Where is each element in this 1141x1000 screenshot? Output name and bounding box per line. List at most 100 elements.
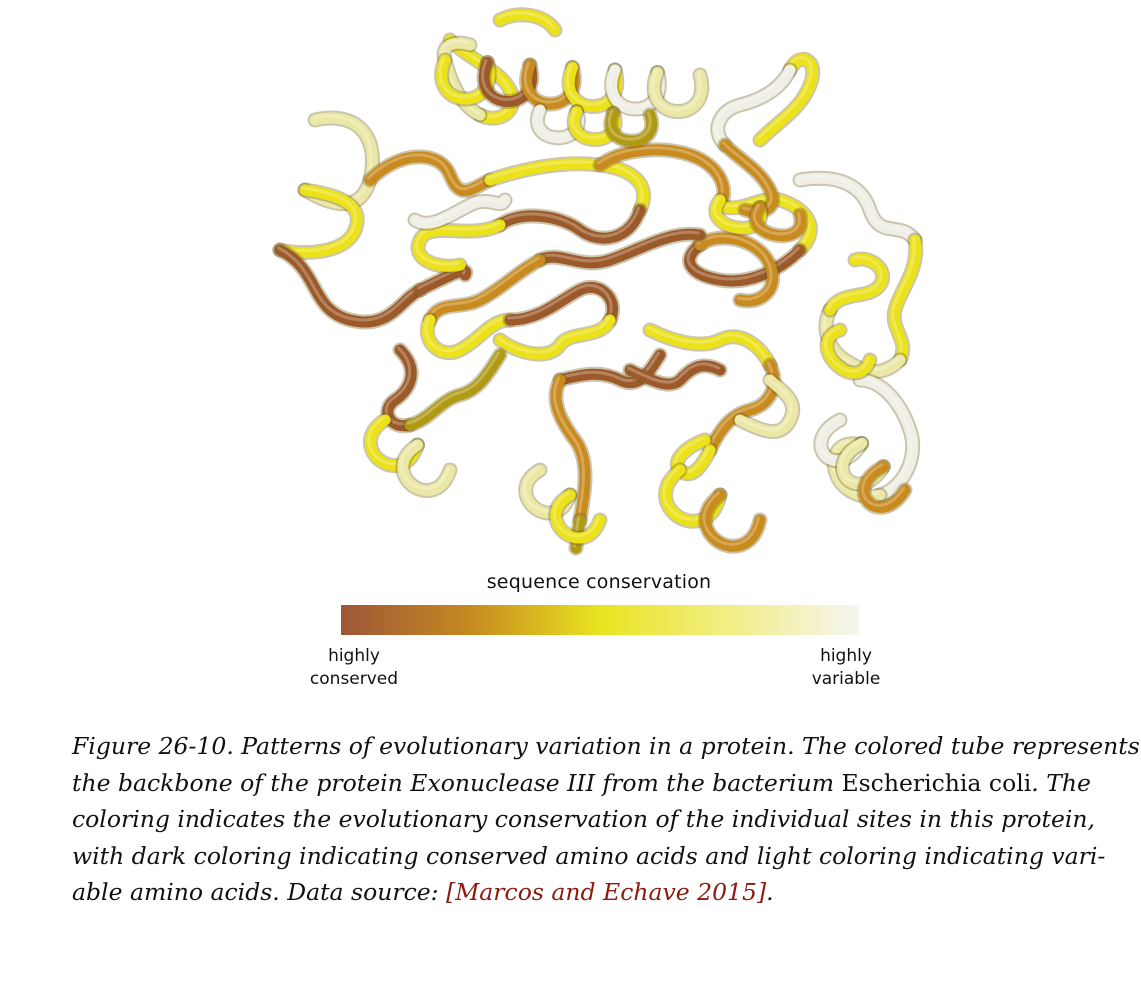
legend-label-conserved-line1: highly: [328, 646, 380, 666]
backbone-tube-segment: [694, 232, 779, 307]
caption-line: able amino acids. Data source: [Marcos a…: [72, 874, 1132, 911]
caption-line: coloring indicates the evolutionary cons…: [72, 801, 1132, 838]
backbone-tube-segment: [550, 374, 591, 526]
backbone-tube-highlight: [367, 153, 490, 191]
caption-text: Escherichia coli: [841, 768, 1032, 797]
backbone-tube-highlight: [757, 55, 813, 140]
backbone-tube-segment: [550, 489, 606, 544]
backbone-tube-highlight: [857, 376, 913, 495]
protein-tube-figure: [272, 7, 924, 556]
caption-line: Figure 26-10. Patterns of evolutionary v…: [72, 728, 1140, 765]
backbone-tube-highlight: [797, 174, 915, 240]
backbone-tube-segment: [382, 344, 417, 432]
backbone-tube-segment: [794, 172, 921, 246]
backbone-tube-segment: [714, 193, 816, 256]
backbone-tube-highlight: [407, 351, 500, 425]
legend-label-conserved: highly conserved: [296, 645, 412, 691]
backbone-tube-highlight: [412, 196, 505, 223]
backbone-tube-segment: [421, 314, 516, 359]
caption-text: able amino acids. Data source:: [72, 878, 447, 906]
backbone-tube-highlight: [552, 491, 600, 538]
backbone-tube-segment: [409, 194, 511, 229]
legend-label-variable-line1: highly: [820, 646, 872, 666]
backbone-tube-highlight: [651, 69, 702, 111]
backbone-tube-highlight: [384, 346, 412, 426]
backbone-tube-segment: [624, 360, 726, 390]
backbone-tube-segment: [444, 34, 519, 124]
caption-text: Figure 26-10. Patterns of evolutionary v…: [72, 732, 1140, 760]
backbone-tube-highlight: [714, 66, 790, 145]
caption-text: . The: [1031, 768, 1091, 797]
backbone-tube-highlight: [647, 326, 770, 365]
backbone-tube-segment: [712, 64, 796, 151]
backbone-tube-highlight: [553, 376, 585, 520]
backbone-tube-segment: [824, 253, 888, 316]
backbone-tube-highlight: [607, 109, 652, 141]
backbone-tube-segment: [854, 374, 919, 501]
backbone-tube-segment: [364, 151, 496, 197]
caption-text: the backbone of the protein Exonuclease …: [72, 768, 842, 797]
backbone-tube-highlight: [497, 206, 640, 238]
backbone-tube-segment: [494, 314, 616, 360]
caption-text: .: [766, 878, 774, 906]
backbone-tube-highlight: [686, 241, 800, 281]
backbone-tube-segment: [648, 67, 708, 117]
backbone-tube-highlight: [497, 11, 555, 30]
backbone-tube-highlight: [827, 255, 883, 310]
backbone-tube-segment: [734, 374, 798, 438]
backbone-tube-highlight: [597, 146, 724, 205]
backbone-tube-segment: [504, 281, 619, 326]
backbone-tube-highlight: [447, 36, 513, 118]
backbone-tube-segment: [534, 228, 706, 269]
caption-text: coloring indicates the evolutionary cons…: [72, 805, 1095, 833]
backbone-tube-segment: [684, 239, 806, 287]
backbone-tube-highlight: [697, 234, 773, 301]
backbone-tube-segment: [605, 107, 658, 147]
backbone-tube-segment: [274, 184, 363, 259]
caption-line: with dark coloring indicating conserved …: [72, 838, 1132, 875]
backbone-tube-highlight: [823, 306, 900, 372]
backbone-tube-segment: [754, 53, 819, 146]
backbone-tube-highlight: [861, 463, 905, 507]
backbone-tube-highlight: [537, 230, 700, 263]
figure-caption: Figure 26-10. Patterns of evolutionary v…: [72, 728, 1140, 911]
backbone-tube-highlight: [424, 316, 510, 353]
backbone-tube-highlight: [717, 195, 811, 250]
backbone-tube-highlight: [752, 204, 801, 236]
backbone-tube-highlight: [427, 256, 540, 320]
backbone-tube-segment: [554, 349, 666, 388]
backbone-tube-segment: [644, 324, 776, 371]
backbone-tube-highlight: [400, 441, 450, 490]
backbone-tube-segment: [494, 204, 646, 244]
backbone-tube-highlight: [824, 326, 870, 373]
backbone-tube-highlight: [702, 491, 760, 546]
backbone-tube-segment: [274, 244, 426, 328]
legend-label-conserved-line2: conserved: [309, 669, 399, 689]
legend-label-variable-line2: variable: [811, 669, 881, 689]
backbone-tube-segment: [750, 202, 807, 242]
backbone-tube-segment: [414, 265, 472, 296]
backbone-tube-segment: [412, 219, 506, 272]
backbone-tube-highlight: [507, 283, 613, 320]
conservation-colorbar: [341, 605, 859, 635]
caption-text: with dark coloring indicating conserved …: [72, 841, 1106, 870]
protein-backbone-render: [272, 7, 924, 556]
backbone-tube-highlight: [891, 236, 916, 360]
citation-link[interactable]: [Marcos and Echave 2015]: [446, 878, 767, 906]
backbone-tube-segment: [820, 304, 906, 378]
backbone-tube-highlight: [277, 246, 420, 322]
backbone-tube-segment: [424, 254, 546, 326]
backbone-tube-highlight: [497, 316, 610, 354]
backbone-tube-segment: [397, 439, 456, 496]
legend-title: sequence conservation: [486, 571, 712, 593]
backbone-tube-highlight: [277, 186, 357, 253]
backbone-tube-segment: [404, 349, 506, 431]
backbone-tube-segment: [594, 144, 730, 211]
backbone-tube-segment: [858, 461, 911, 513]
backbone-tube-segment: [494, 9, 561, 36]
backbone-tube-segment: [888, 234, 922, 366]
backbone-tube-highlight: [415, 221, 500, 266]
backbone-tube-highlight: [737, 376, 793, 432]
backbone-tube-highlight: [627, 362, 720, 384]
legend-label-variable: highly variable: [786, 645, 906, 691]
